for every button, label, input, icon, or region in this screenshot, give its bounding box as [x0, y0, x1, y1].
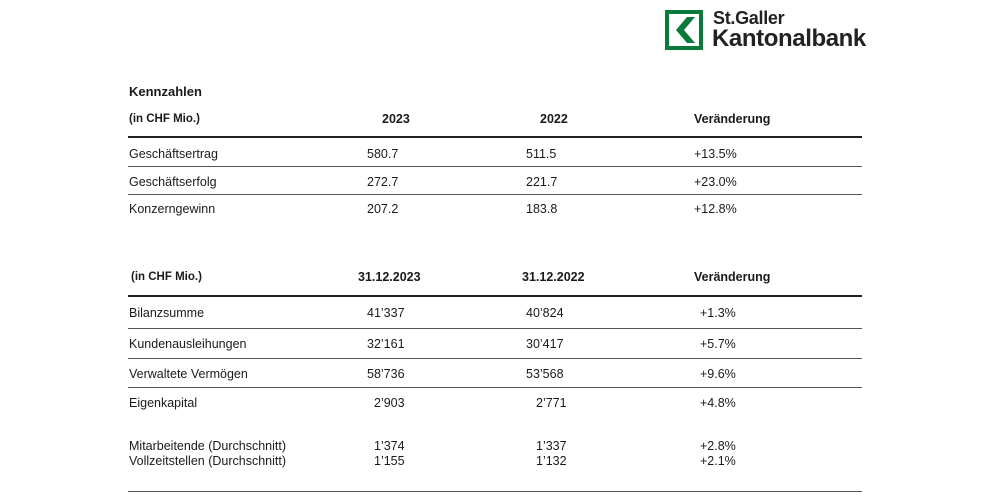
table-cell-value: 183.8 — [526, 202, 558, 216]
table2-unit: (in CHF Mio.) — [131, 271, 202, 283]
table-cell-change: +12.8% — [694, 202, 737, 216]
row-divider — [128, 387, 862, 388]
table-row-label: Geschäftserfolg — [129, 175, 217, 189]
table-cell-value: 2’903 — [374, 396, 405, 410]
table-row-label: Verwaltete Vermögen — [129, 367, 248, 381]
row-divider — [128, 491, 862, 492]
table-row-label: Bilanzsumme — [129, 306, 205, 320]
table2-header-date1: 31.12.2023 — [358, 270, 421, 284]
table-cell-value: 1’337 — [536, 439, 567, 453]
table-cell-change: +5.7% — [700, 337, 736, 351]
table-cell-value: 1’132 — [536, 454, 567, 468]
table-cell-value: 2’771 — [536, 396, 567, 410]
row-divider — [128, 328, 862, 329]
table1-header-rule — [128, 136, 862, 138]
table-cell-change: +2.8% — [700, 439, 736, 453]
bank-name-line1: St.Galler — [713, 8, 785, 28]
table-cell-value: 511.5 — [526, 147, 557, 161]
bank-name-line2: Kantonalbank — [712, 25, 866, 52]
row-divider — [128, 358, 862, 359]
table-cell-value: 272.7 — [367, 175, 399, 189]
table-cell-value: 207.2 — [367, 202, 399, 216]
table-row-label: Mitarbeitende (Durchschnitt) — [129, 439, 287, 453]
table-cell-value: 58’736 — [367, 367, 405, 381]
table-cell-value: 32’161 — [367, 337, 405, 351]
table-cell-value: 221.7 — [526, 175, 558, 189]
table-cell-change: +2.1% — [700, 454, 736, 468]
table-row-label: Geschäftsertrag — [129, 147, 218, 161]
table-cell-value: 580.7 — [367, 147, 399, 161]
table-row-label: Eigenkapital — [129, 396, 198, 410]
table-cell-value: 30’417 — [526, 337, 564, 351]
table1-header-year2: 2022 — [540, 112, 568, 126]
table-cell-change: +4.8% — [700, 396, 736, 410]
table-cell-change: +1.3% — [700, 306, 736, 320]
table-cell-value: 1’155 — [374, 454, 405, 468]
table-cell-change: +23.0% — [694, 175, 737, 189]
table-cell-value: 41’337 — [367, 306, 405, 320]
row-divider — [128, 166, 862, 167]
table1-unit: (in CHF Mio.) — [129, 113, 200, 125]
table1-header-change: Veränderung — [694, 112, 771, 126]
table-row-label: Konzerngewinn — [129, 202, 216, 216]
page-title: Kennzahlen — [129, 84, 202, 99]
bank-logo: St.Galler Kantonalbank — [665, 8, 866, 53]
table-cell-value: 40’824 — [526, 306, 564, 320]
row-divider — [128, 194, 862, 195]
table-cell-value: 53’568 — [526, 367, 564, 381]
table2-header-date2: 31.12.2022 — [522, 270, 585, 284]
table2-header-rule — [128, 295, 862, 297]
table-row-label: Vollzeitstellen (Durchschnitt) — [129, 454, 287, 468]
table-cell-value: 1’374 — [374, 439, 405, 453]
bank-logo-icon — [665, 10, 703, 50]
table-cell-change: +13.5% — [694, 147, 737, 161]
table1-header-year1: 2023 — [382, 112, 410, 126]
table-cell-change: +9.6% — [700, 367, 736, 381]
table2-header-change: Veränderung — [694, 270, 771, 284]
table-row-label: Kundenausleihungen — [129, 337, 247, 351]
